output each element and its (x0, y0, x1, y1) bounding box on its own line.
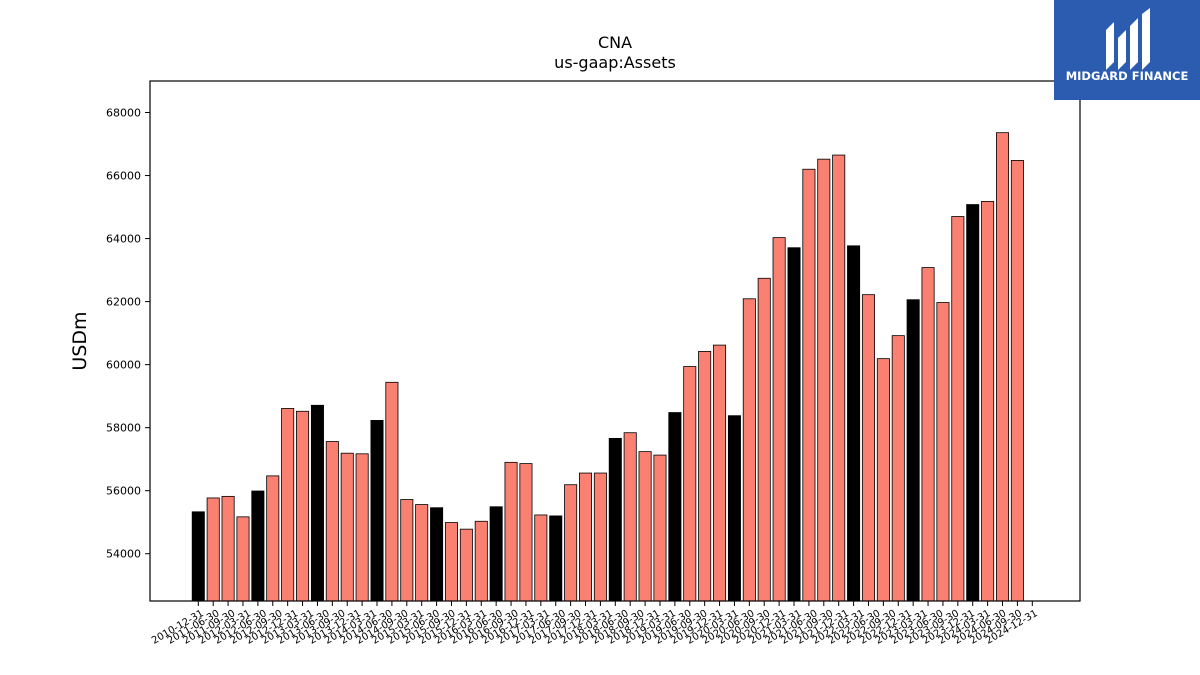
bar-2022-03-31 (861, 294, 875, 602)
bar-2016-03-31 (504, 461, 518, 602)
bar-2011-12-31 (251, 490, 265, 602)
y-tick-label: 64000 (106, 233, 141, 246)
bar-2018-03-31 (623, 432, 637, 602)
bar-2020-09-30 (772, 237, 786, 602)
bar-2022-09-30 (891, 335, 905, 602)
bar-2015-03-31 (444, 522, 458, 602)
bar-2014-09-30 (415, 504, 429, 602)
bar-2019-09-30 (713, 344, 727, 602)
bar-2024-03-31 (981, 200, 995, 602)
bar-2017-06-30 (579, 472, 593, 602)
bar-2014-06-30 (400, 499, 414, 602)
bar-2020-12-31 (787, 247, 801, 602)
bar-2016-06-30 (519, 463, 533, 602)
bar-2018-12-31 (668, 412, 682, 602)
bar-2023-06-30 (936, 302, 950, 602)
bar-2021-03-31 (802, 168, 816, 602)
bar-2018-06-30 (638, 451, 652, 602)
bar-2015-09-30 (474, 520, 488, 602)
bar-2013-12-31 (370, 420, 384, 602)
bar-2017-12-31 (608, 437, 622, 602)
bar-2013-06-30 (340, 452, 354, 602)
chart-title: CNA (598, 33, 632, 52)
bar-2016-12-31 (549, 515, 563, 602)
y-axis-ticks: 54000 56000 58000 60000 62000 64000 66000 68000 (106, 107, 150, 561)
bar-2013-03-31 (325, 441, 339, 602)
bar-2019-06-30 (698, 350, 712, 602)
midgard-finance-logo: MIDGARD FINANCE (1054, 0, 1200, 100)
bar-2020-03-31 (742, 298, 756, 602)
plot-frame (149, 80, 1081, 602)
bar-2012-03-31 (266, 475, 280, 602)
chart-subtitle: us-gaap:Assets (554, 53, 676, 72)
bar-2024-06-30 (996, 132, 1010, 602)
bar-2015-12-31 (489, 506, 503, 602)
bar-2017-03-31 (564, 484, 578, 602)
logo-mark-icon (1106, 8, 1150, 70)
y-tick-label: 62000 (106, 296, 141, 309)
y-tick-label: 54000 (106, 548, 141, 561)
bar-2014-12-31 (430, 507, 444, 602)
bar-2013-09-30 (355, 453, 369, 602)
y-tick-label: 56000 (106, 485, 141, 498)
bar-2021-06-30 (817, 158, 831, 602)
logo-background (1054, 0, 1200, 100)
bar-2010-12-31 (191, 511, 205, 602)
bar-2011-03-31 (206, 497, 220, 602)
bar-2017-09-30 (593, 472, 607, 602)
bar-2012-12-31 (310, 404, 324, 602)
bar-2012-09-30 (296, 410, 310, 602)
y-tick-label: 60000 (106, 359, 141, 372)
bar-2022-06-30 (876, 358, 890, 602)
bar-2011-06-30 (221, 495, 235, 602)
bar-2021-12-31 (847, 245, 861, 602)
bar-2020-06-30 (757, 277, 771, 602)
y-tick-label: 58000 (106, 422, 141, 435)
bar-2023-12-31 (966, 204, 980, 602)
bar-2019-12-31 (727, 415, 741, 602)
bar-2014-03-31 (385, 381, 399, 602)
bar-2018-09-30 (653, 454, 667, 602)
logo-text: MIDGARD FINANCE (1066, 69, 1189, 83)
bar-2016-09-30 (534, 514, 548, 602)
bar-2011-09-30 (236, 516, 250, 602)
y-axis-label: USDm (69, 311, 91, 370)
bars-group (191, 132, 1024, 602)
x-axis-ticks: 2010-12-312011-06-302011-09-302012-03-31… (150, 601, 1040, 647)
y-tick-label: 66000 (106, 170, 141, 183)
bar-2019-03-31 (683, 366, 697, 602)
bar-2023-03-31 (921, 267, 935, 602)
bar-2022-12-31 (906, 299, 920, 602)
bar-2015-06-30 (459, 528, 473, 602)
y-tick-label: 68000 (106, 107, 141, 120)
bar-2023-09-30 (951, 216, 965, 602)
bar-2012-06-30 (281, 408, 295, 602)
bar-2021-09-30 (832, 154, 846, 602)
bar-2024-09-30 (1010, 160, 1024, 602)
